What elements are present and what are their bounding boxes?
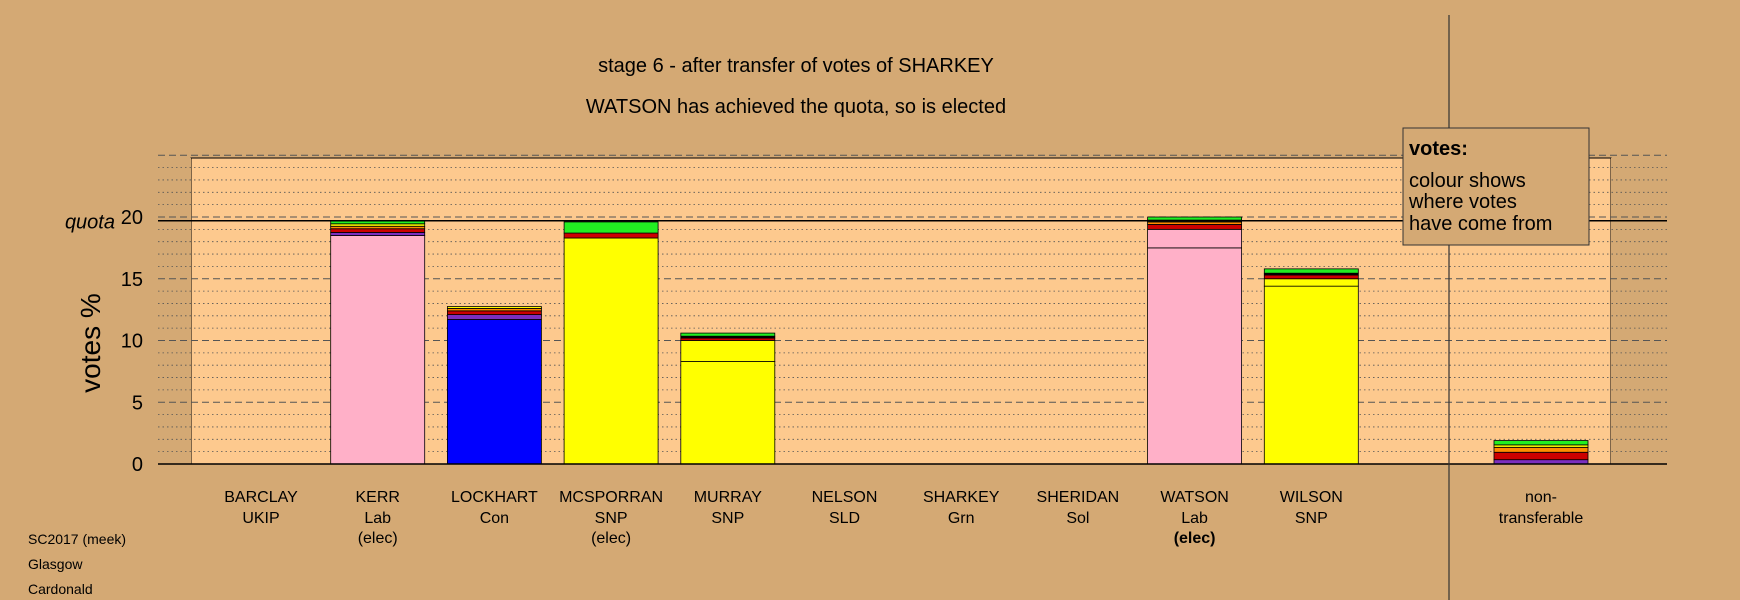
bar-segment-watson-2 [1147,224,1242,230]
bar-segment-wilson-0 [1263,285,1359,465]
candidate-party-nelson: SLD [829,510,860,527]
candidate-party-sheridan: Sol [1066,510,1089,527]
candidate-party-barclay: UKIP [242,510,279,527]
legend-line-2: where votes [1408,191,1517,213]
plot-shade-left [158,158,191,464]
candidate-name-mcsporran: MCSPORRAN [559,489,663,506]
bar-segment-nontransferable-4 [1493,440,1589,446]
y-tick-label: 5 [132,392,143,414]
bar-segment-lockhart-2 [446,310,542,315]
candidate-party-sharkey: Grn [948,510,975,527]
candidate-name-wilson: WILSON [1280,489,1343,506]
nontransferable-label-2: transferable [1499,510,1584,527]
footer-line-2: Glasgow [28,556,83,572]
candidate-name-sheridan: SHERIDAN [1037,489,1120,506]
footer-line-1: SC2017 (meek) [28,531,126,547]
bar-segment-kerr-1 [330,232,426,236]
y-tick-label: 20 [121,207,143,229]
candidate-name-sharkey: SHARKEY [923,489,1000,506]
y-axis-label: votes % [75,293,106,393]
bar-segment-murray-1 [680,340,776,362]
bar-segment-lockhart-1 [446,314,542,320]
candidate-party-watson: Lab [1181,510,1208,527]
bar-segment-wilson-1 [1263,278,1359,287]
candidate-party-wilson: SNP [1295,510,1328,527]
candidate-name-lockhart: LOCKHART [451,489,538,506]
legend-line-1: colour shows [1409,170,1526,192]
bar-segment-mcsporran-2 [563,221,659,234]
bar-segment-kerr-2 [330,228,426,233]
bar-segment-watson-0 [1147,247,1242,465]
legend-line-3: have come from [1409,213,1552,235]
candidate-status-mcsporran: (elec) [591,530,631,547]
bar-segment-mcsporran-1 [563,232,659,239]
plot-area [190,157,1612,465]
bar-segment-nontransferable-1 [1493,451,1589,461]
y-ticks: 0 5 10 15 20 [121,207,143,476]
candidate-party-murray: SNP [711,510,744,527]
candidate-name-watson: WATSON [1160,489,1228,506]
candidate-party-kerr: Lab [364,510,391,527]
y-tick-label: 0 [132,454,143,476]
bar-segment-lockhart-0 [446,319,542,465]
bar-segment-wilson-4 [1263,268,1359,274]
legend-title: votes: [1409,138,1468,160]
bars [330,216,1589,465]
bar-segment-murray-4 [680,332,776,337]
legend-box [1402,127,1590,246]
chart-subtitle: WATSON has achieved the quota, so is ele… [586,96,1006,118]
y-tick-label: 15 [121,269,143,291]
candidate-name-murray: MURRAY [694,489,762,506]
bar-segment-lockhart-4 [446,306,542,309]
bar-segment-murray-0 [680,361,776,465]
candidate-party-mcsporran: SNP [595,510,628,527]
y-tick-label: 10 [121,331,143,353]
bar-segment-wilson-2 [1263,274,1359,280]
plot-shade-right [1611,158,1667,464]
bar-segment-watson-5 [1147,216,1242,221]
bar-segment-kerr-0 [330,235,426,465]
candidate-labels: BARCLAY UKIP KERR Lab (elec) LOCKHART Con MCSPO… [224,489,1583,547]
legend: votes: colour shows where votes have com… [1402,127,1590,246]
candidate-name-barclay: BARCLAY [224,489,298,506]
candidate-status-watson: (elec) [1174,530,1216,547]
candidate-name-nelson: NELSON [812,489,878,506]
bar-segment-nontransferable-2 [1493,446,1589,453]
chart-title: stage 6 - after transfer of votes of SHA… [598,55,994,77]
nontransferable-label-1: non- [1525,489,1557,506]
bar-segment-watson-1 [1147,228,1242,249]
candidate-party-lockhart: Con [480,510,509,527]
candidate-status-kerr: (elec) [358,530,398,547]
footer-line-3: Cardonald [28,581,93,597]
bar-segment-mcsporran-0 [563,237,659,465]
quota-label: quota [65,212,115,234]
candidate-name-kerr: KERR [355,489,399,506]
